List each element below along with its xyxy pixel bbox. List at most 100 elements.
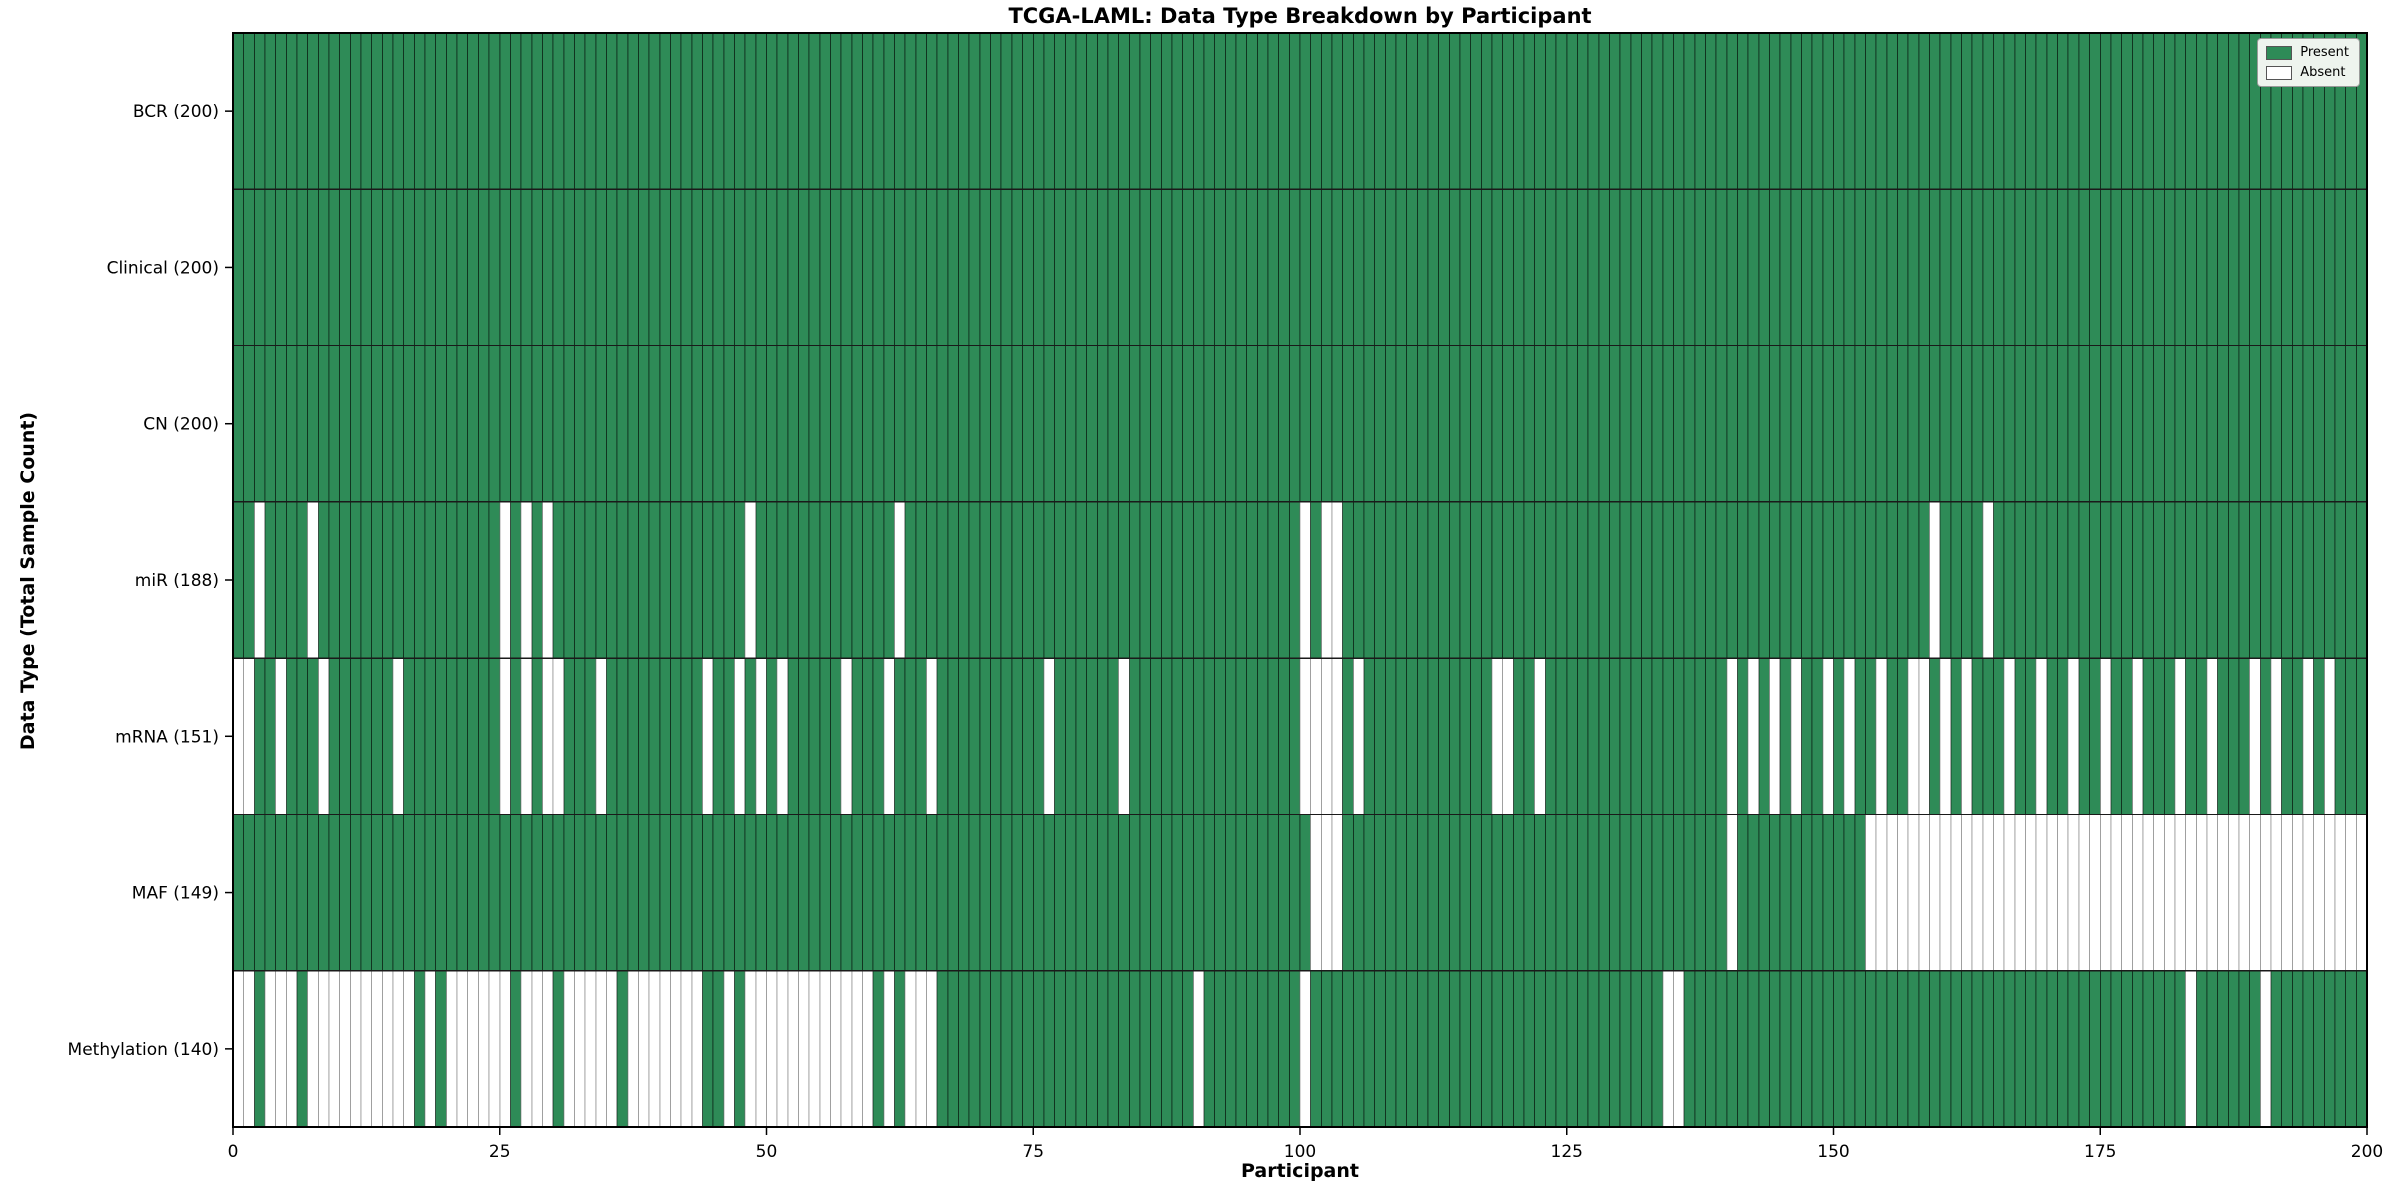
heatmap-cell xyxy=(1939,657,1952,815)
heatmap-cell xyxy=(531,970,543,1128)
heatmap-cell xyxy=(1406,657,1418,815)
heatmap-cell xyxy=(1640,345,1653,503)
heatmap-cell xyxy=(851,970,864,1128)
heatmap-cell xyxy=(2089,345,2101,503)
heatmap-cell xyxy=(936,501,949,659)
heatmap-cell xyxy=(360,32,373,190)
heatmap-cell xyxy=(627,970,639,1128)
heatmap-cell xyxy=(1736,657,1749,815)
heatmap-cell xyxy=(712,501,725,659)
heatmap-cell xyxy=(1438,32,1450,190)
heatmap-cell xyxy=(1982,970,1995,1128)
heatmap-cell xyxy=(1907,345,1920,503)
heatmap-cell xyxy=(1779,501,1792,659)
heatmap-cell xyxy=(1054,813,1066,972)
heatmap-cell xyxy=(1438,657,1450,815)
heatmap-cell xyxy=(744,32,757,190)
heatmap-cell xyxy=(1886,657,1899,815)
heatmap-cell xyxy=(2281,970,2293,1128)
heatmap-cell xyxy=(552,188,565,347)
heatmap-cell xyxy=(1331,188,1344,347)
heatmap-cell xyxy=(1566,657,1578,815)
heatmap-cell xyxy=(531,345,543,503)
heatmap-cell xyxy=(317,970,330,1128)
heatmap-cell xyxy=(1619,345,1632,503)
heatmap-cell xyxy=(1939,501,1952,659)
heatmap-cell xyxy=(990,32,1002,190)
heatmap-cell xyxy=(2227,501,2240,659)
heatmap-cell xyxy=(1502,501,1514,659)
heatmap-cell xyxy=(691,657,703,815)
heatmap-cell xyxy=(2334,813,2347,972)
heatmap-cell xyxy=(755,970,768,1128)
heatmap-cell xyxy=(691,813,703,972)
heatmap-cell xyxy=(659,813,671,972)
heatmap-cell xyxy=(1192,188,1205,347)
heatmap-cell xyxy=(766,813,778,972)
heatmap-cell xyxy=(2099,32,2112,190)
heatmap-cell xyxy=(1299,657,1312,815)
heatmap-cell xyxy=(317,657,330,815)
heatmap-cell xyxy=(1022,657,1034,815)
heatmap-cell xyxy=(445,970,458,1128)
heatmap-cell xyxy=(862,970,874,1128)
heatmap-cell xyxy=(1128,501,1141,659)
heatmap-cell xyxy=(1214,813,1226,972)
heatmap-cell xyxy=(1811,657,1824,815)
heatmap-cell xyxy=(488,188,501,347)
heatmap-cell xyxy=(2025,32,2037,190)
heatmap-cell xyxy=(691,970,703,1128)
heatmap-cell xyxy=(1961,657,1973,815)
heatmap-cell xyxy=(605,501,618,659)
heatmap-cell xyxy=(424,501,437,659)
heatmap-cell xyxy=(2259,345,2272,503)
heatmap-cell xyxy=(1736,970,1749,1128)
heatmap-cell xyxy=(1875,188,1888,347)
heatmap-cell xyxy=(1619,657,1632,815)
heatmap-cell xyxy=(766,501,778,659)
heatmap-cell xyxy=(851,188,864,347)
heatmap-cell xyxy=(2035,501,2048,659)
heatmap-cell xyxy=(1374,188,1386,347)
heatmap-cell xyxy=(1182,970,1194,1128)
heatmap-cell xyxy=(2227,970,2240,1128)
heatmap-cell xyxy=(872,32,885,190)
heatmap-cell xyxy=(1150,345,1162,503)
heatmap-cell xyxy=(563,813,575,972)
heatmap-cell xyxy=(851,657,864,815)
heatmap-cell xyxy=(264,501,277,659)
heatmap-cell xyxy=(1288,188,1301,347)
heatmap-cell xyxy=(1672,188,1685,347)
heatmap-cell xyxy=(275,345,287,503)
heatmap-cell xyxy=(563,501,575,659)
heatmap-cell xyxy=(1939,813,1952,972)
heatmap-cell xyxy=(1267,501,1280,659)
heatmap-cell xyxy=(1512,32,1525,190)
heatmap-cell xyxy=(2195,657,2208,815)
heatmap-cell xyxy=(2078,657,2091,815)
heatmap-cell xyxy=(2131,657,2144,815)
heatmap-cell xyxy=(904,657,917,815)
heatmap-cell xyxy=(1715,657,1728,815)
heatmap-cell xyxy=(1352,188,1365,347)
heatmap-cell xyxy=(1267,657,1280,815)
heatmap-cell xyxy=(798,32,810,190)
heatmap-cell xyxy=(2302,188,2315,347)
heatmap-cell xyxy=(2153,657,2165,815)
heatmap-cell xyxy=(1704,32,1717,190)
heatmap-cell xyxy=(637,657,650,815)
heatmap-cell xyxy=(787,188,800,347)
heatmap-cell xyxy=(1406,813,1418,972)
heatmap-cell xyxy=(488,345,501,503)
heatmap-cell xyxy=(1320,501,1333,659)
heatmap-cell xyxy=(637,501,650,659)
heatmap-cell xyxy=(1000,657,1013,815)
heatmap-cell xyxy=(1694,813,1706,972)
heatmap-cell xyxy=(1182,32,1194,190)
heatmap-cell xyxy=(1512,813,1525,972)
heatmap-cell xyxy=(1459,657,1472,815)
heatmap-cell xyxy=(2302,657,2315,815)
heatmap-cell xyxy=(1480,657,1493,815)
heatmap-cell xyxy=(1544,188,1557,347)
heatmap-cell xyxy=(1886,188,1899,347)
